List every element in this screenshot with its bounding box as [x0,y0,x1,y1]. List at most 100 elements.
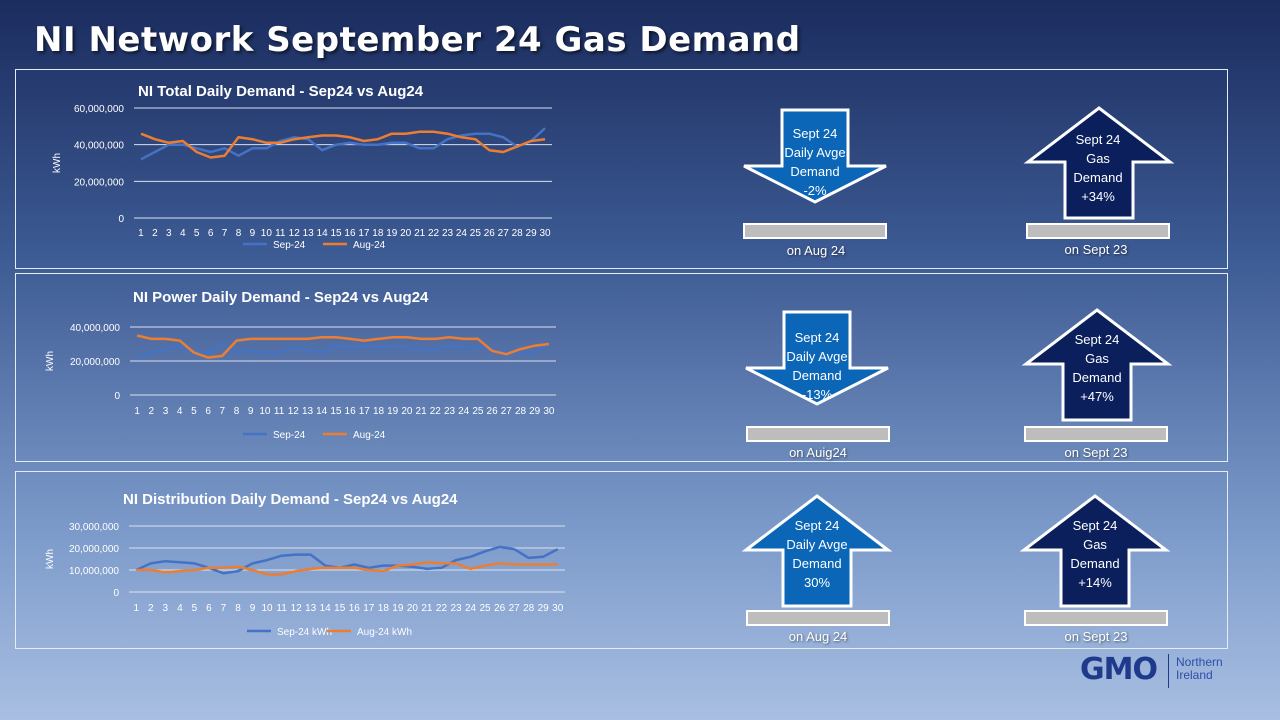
baseline-bar [1024,610,1168,626]
x-tick-label: 7 [221,603,227,614]
x-tick-label: 6 [208,228,214,239]
x-tick-label: 17 [363,603,375,614]
baseline-bar [743,223,887,239]
chart-distribution-demand: NI Distribution Daily Demand - Sep24 vs … [45,491,565,638]
legend-label: Sep-24 [273,430,306,441]
x-tick-label: 26 [494,603,506,614]
x-tick-label: 4 [177,603,183,614]
x-tick-label: 15 [330,406,342,417]
x-tick-label: 30 [552,603,564,614]
arrow-label-4: Sept 24 Gas Demand +47% [1072,332,1122,404]
x-tick-label: 20 [401,406,413,417]
x-tick-label: 5 [194,228,200,239]
y-axis-label: kWh [52,153,63,173]
x-tick-label: 10 [261,228,273,239]
y-tick-label: 60,000,000 [74,104,124,115]
panel-distribution-demand: NI Distribution Daily Demand - Sep24 vs … [15,471,1228,649]
y-tick-label: 10,000,000 [69,566,119,577]
x-tick-label: 28 [515,406,527,417]
baseline-bar [746,610,890,626]
x-tick-label: 13 [303,228,315,239]
x-tick-label: 1 [138,228,144,239]
x-tick-label: 18 [373,406,385,417]
y-axis-label: kWh [45,549,56,569]
x-tick-label: 19 [392,603,404,614]
x-tick-label: 8 [235,603,241,614]
logo-subtitle: Northern Ireland [1176,655,1223,682]
x-tick-label: 22 [428,228,440,239]
x-tick-label: 1 [133,603,139,614]
baseline-bar [746,426,890,442]
x-tick-label: 24 [456,228,468,239]
y-tick-label: 0 [118,214,124,225]
x-tick-label: 7 [222,228,228,239]
x-tick-label: 15 [334,603,346,614]
x-tick-label: 25 [470,228,482,239]
x-tick-label: 11 [275,228,286,239]
bar-caption: on Aug 24 [788,629,848,644]
bar-caption: on Sept 23 [1064,629,1128,644]
x-tick-label: 17 [358,228,370,239]
series-line-sep [140,127,546,161]
x-tick-label: 16 [344,228,356,239]
x-tick-label: 19 [387,406,399,417]
x-tick-label: 16 [345,406,357,417]
arrow-up-icon [1021,308,1173,422]
x-tick-label: 30 [539,228,551,239]
x-tick-label: 14 [316,406,328,417]
x-tick-label: 3 [163,603,169,614]
chart-title: NI Distribution Daily Demand - Sep24 vs … [123,491,458,508]
y-tick-label: 40,000,000 [74,141,124,152]
series-line-aug [136,334,550,359]
legend-label: Sep-24 kWh [277,627,332,638]
x-tick-label: 8 [234,406,240,417]
arrow-label-2: Sept 24 Gas Demand +34% [1073,132,1123,204]
x-tick-label: 4 [180,228,186,239]
arrow-down-icon [743,108,887,204]
x-tick-label: 21 [414,228,426,239]
x-tick-label: 27 [498,228,510,239]
x-tick-label: 27 [501,406,513,417]
x-tick-label: 27 [509,603,521,614]
logo-divider [1168,654,1169,688]
arrow-up-icon [1019,494,1171,608]
x-tick-label: 14 [317,228,329,239]
page-title: NI Network September 24 Gas Demand [34,20,801,60]
x-tick-label: 29 [526,228,538,239]
x-tick-label: 24 [458,406,470,417]
y-tick-label: 20,000,000 [74,177,124,188]
baseline-bar [1024,426,1168,442]
bar-caption: on Auig24 [789,445,847,460]
y-axis-label: kWh [45,351,56,371]
x-tick-label: 8 [236,228,242,239]
panel-total-demand: NI Total Daily Demand - Sep24 vs Aug24 kW… [15,69,1228,269]
x-tick-label: 9 [250,228,256,239]
x-tick-label: 28 [512,228,524,239]
x-tick-label: 12 [291,603,303,614]
x-tick-label: 23 [442,228,454,239]
x-tick-label: 2 [149,406,155,417]
series-line-sep [136,342,550,359]
chart-power-demand: NI Power Daily Demand - Sep24 vs Aug24 kW… [45,289,556,441]
x-tick-label: 12 [289,228,301,239]
x-tick-label: 1 [134,406,140,417]
x-tick-label: 23 [444,406,456,417]
y-tick-label: 40,000,000 [70,323,120,334]
logo-mark: GMO [1080,652,1158,687]
arrow-label-3: Sept 24 Daily Avge Demand -13% [786,330,848,402]
x-tick-label: 15 [330,228,342,239]
x-tick-label: 4 [177,406,183,417]
x-tick-label: 11 [274,406,285,417]
series-line-aug [140,130,546,159]
legend-label: Aug-24 [353,430,386,441]
x-tick-label: 28 [523,603,535,614]
x-tick-label: 26 [484,228,496,239]
arrow-label-6: Sept 24 Gas Demand +14% [1070,518,1120,590]
x-tick-label: 7 [220,406,226,417]
x-tick-label: 22 [436,603,448,614]
x-tick-label: 11 [276,603,287,614]
x-tick-label: 24 [465,603,477,614]
y-tick-label: 0 [113,588,119,599]
x-tick-label: 14 [320,603,332,614]
arrow-label-5: Sept 24 Daily Avge Demand 30% [786,518,848,590]
